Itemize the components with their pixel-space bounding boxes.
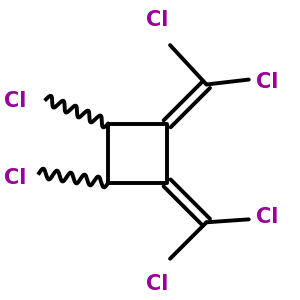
Text: Cl: Cl bbox=[4, 168, 26, 188]
Text: Cl: Cl bbox=[256, 71, 278, 92]
Text: Cl: Cl bbox=[4, 91, 26, 111]
Text: Cl: Cl bbox=[256, 207, 278, 227]
Text: Cl: Cl bbox=[146, 274, 169, 295]
Text: Cl: Cl bbox=[146, 10, 169, 30]
